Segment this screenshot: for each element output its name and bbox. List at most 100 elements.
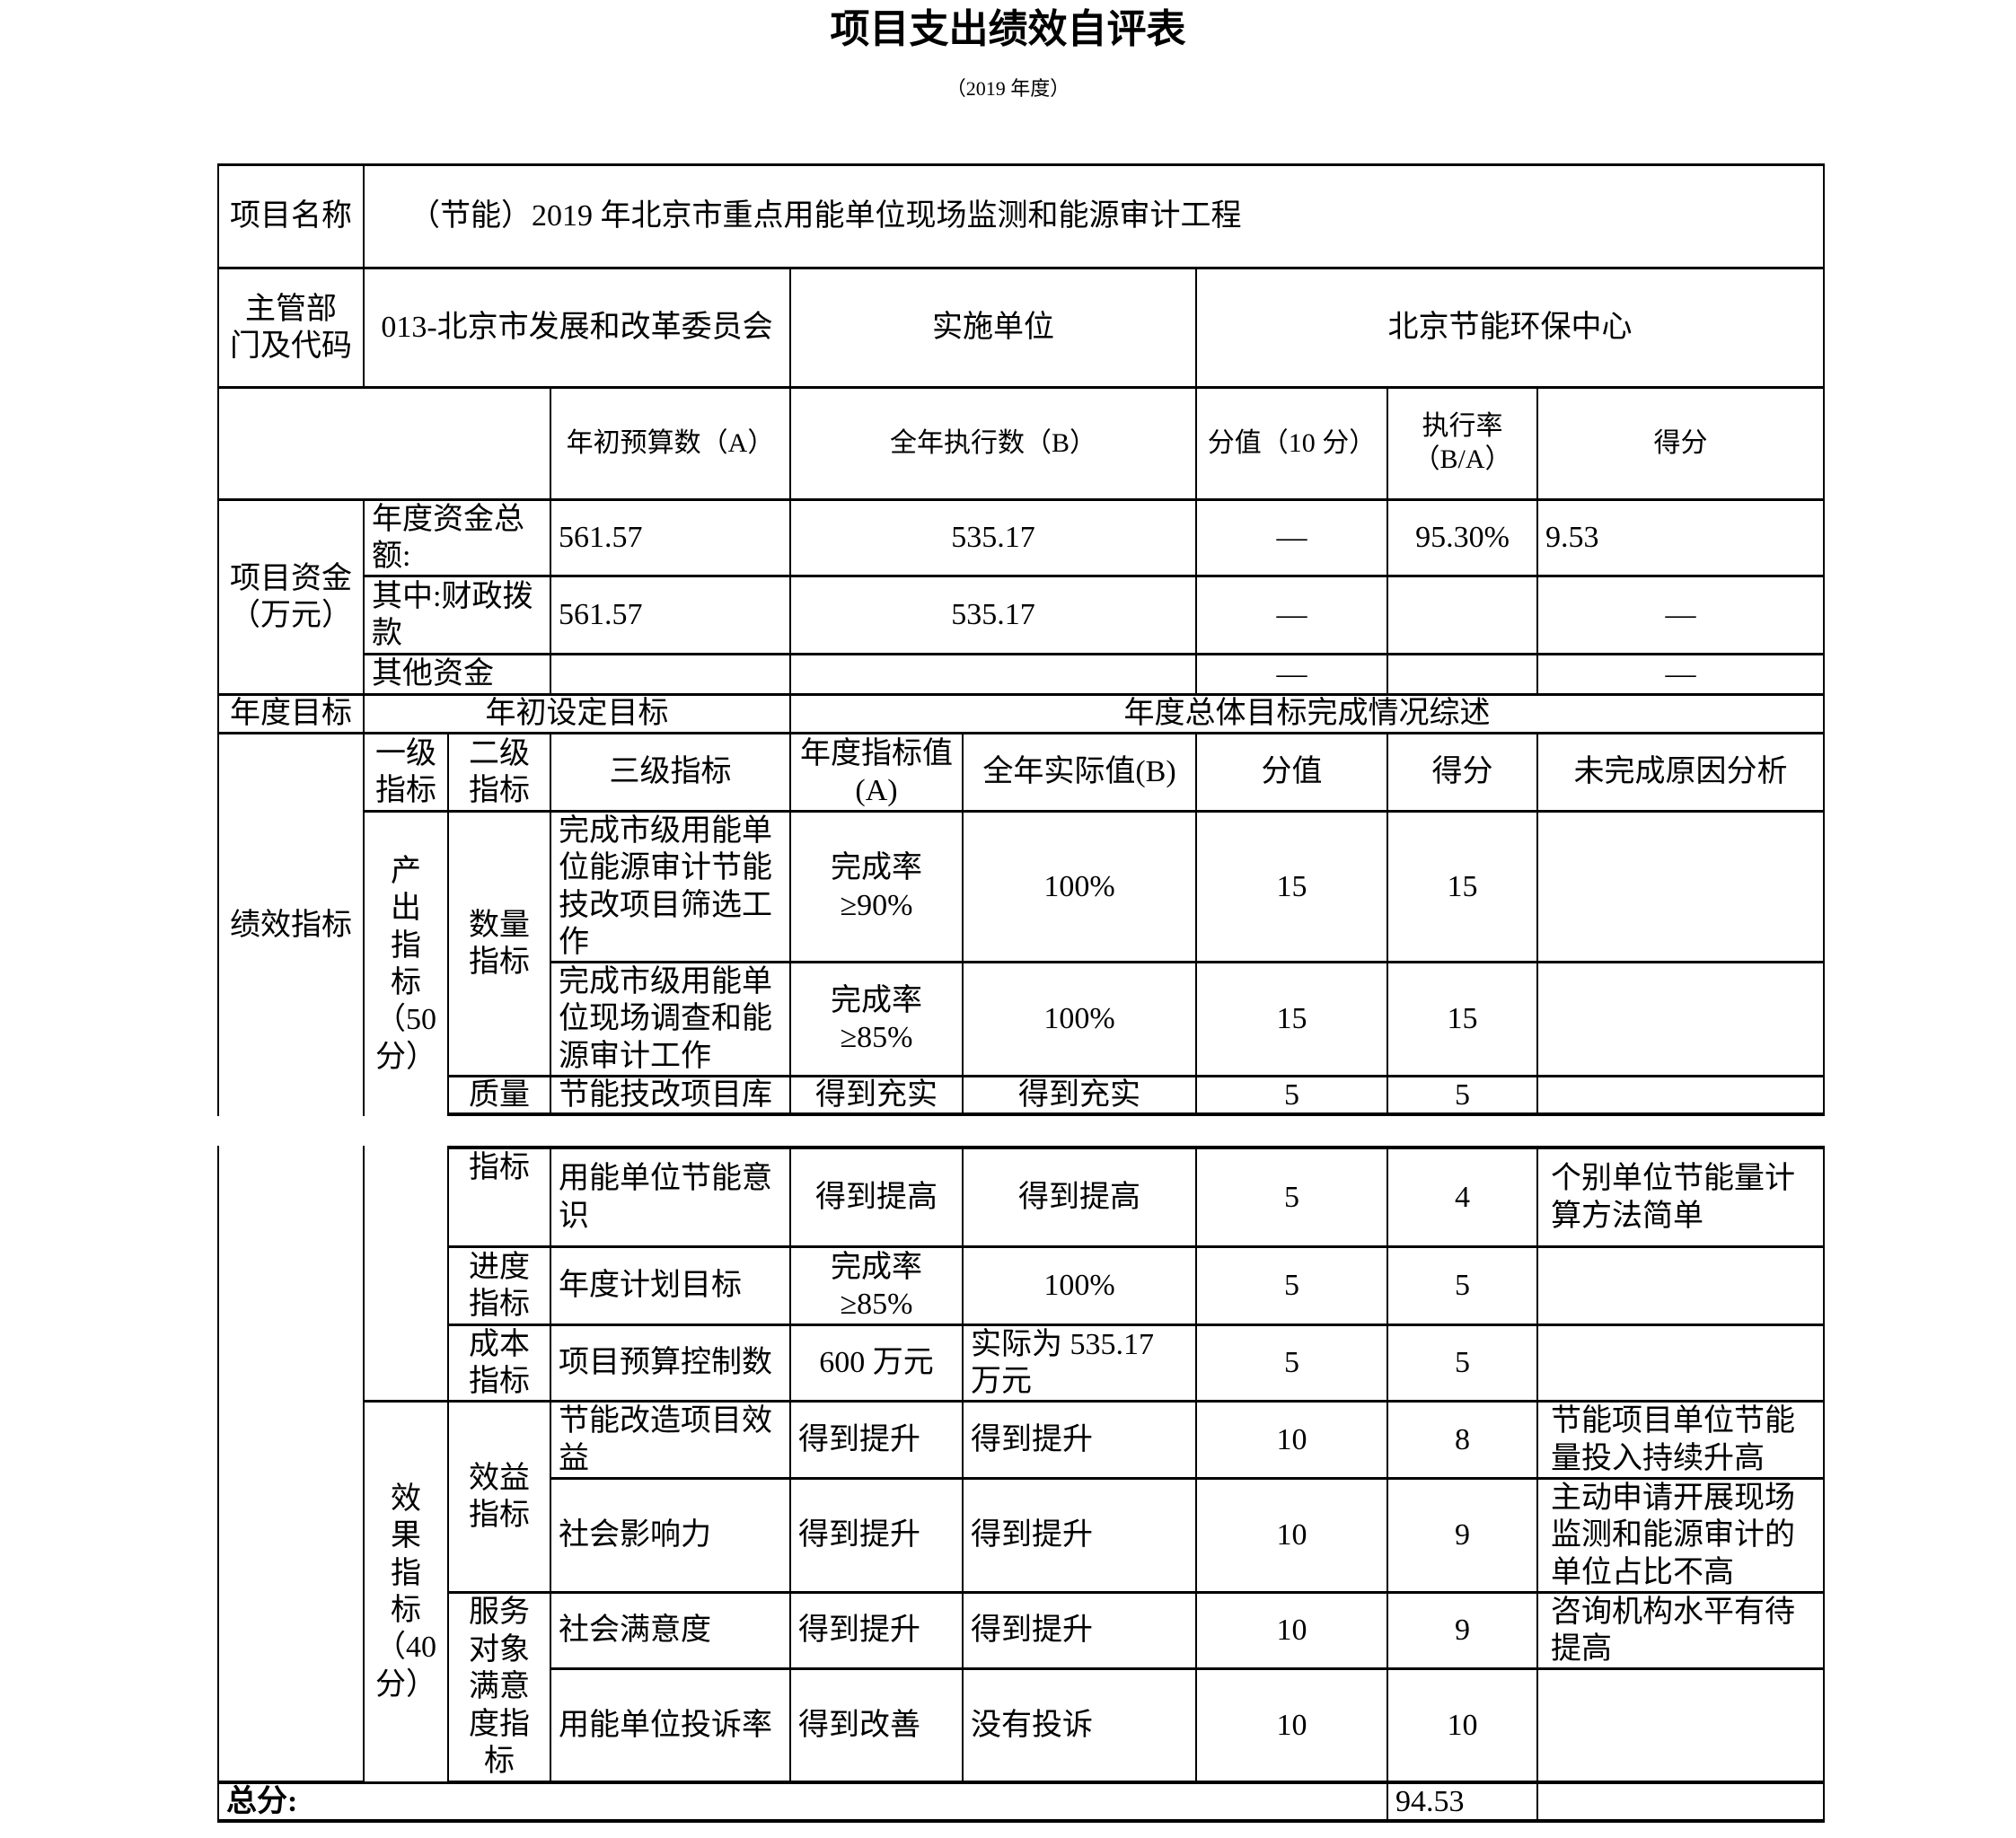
funds-header-executed: 全年执行数（B） xyxy=(791,389,1197,501)
indicator-target: 完成率≥85% xyxy=(791,1248,964,1326)
indicator-score: 5 xyxy=(1388,1248,1538,1326)
perf-l2-quantity: 数量指标 xyxy=(449,813,551,1077)
indicator-name: 节能技改项目库 xyxy=(551,1077,791,1116)
indicator-reason: 咨询机构水平有待提高 xyxy=(1538,1594,1825,1670)
indicator-weight: 5 xyxy=(1197,1326,1388,1403)
perf-header-level2: 二级指标 xyxy=(449,734,551,813)
indicator-score: 4 xyxy=(1388,1146,1538,1248)
indicator-weight: 5 xyxy=(1197,1248,1388,1326)
project-name-label: 项目名称 xyxy=(219,166,365,269)
funds-row-other-executed xyxy=(791,655,1197,696)
indicator-actual: 100% xyxy=(964,813,1197,963)
total-score-blank xyxy=(1538,1784,1825,1823)
perf-header-target: 年度指标值 (A) xyxy=(791,734,964,813)
perf-group-effect: 效 果 指 标 （40 分） xyxy=(365,1403,449,1784)
funds-row-fiscal-rate xyxy=(1388,577,1538,655)
evaluation-table-part2: 指标 用能单位节能意识 得到提高 得到提高 5 4 个别单位节能量计算方法简单 … xyxy=(217,1146,1825,1823)
perf-l2-quality-part2: 指标 xyxy=(449,1146,551,1248)
funds-row-total-label: 年度资金总额: xyxy=(365,501,551,577)
indicator-actual: 得到提升 xyxy=(964,1403,1197,1480)
indicator-name: 完成市级用能单位现场调查和能源审计工作 xyxy=(551,963,791,1077)
indicator-score: 5 xyxy=(1388,1326,1538,1403)
indicator-target: 完成率≥85% xyxy=(791,963,964,1077)
indicator-weight: 15 xyxy=(1197,963,1388,1077)
perf-header-weight: 分值 xyxy=(1197,734,1388,813)
document-title: 项目支出绩效自评表 xyxy=(830,7,1186,51)
indicator-name: 社会影响力 xyxy=(551,1480,791,1594)
indicator-name: 项目预算控制数 xyxy=(551,1326,791,1403)
indicator-actual: 100% xyxy=(964,963,1197,1077)
funds-row-other-score: — xyxy=(1538,655,1825,696)
funds-row-total-weight: — xyxy=(1197,501,1388,577)
perf-l2-benefit: 效益指标 xyxy=(449,1403,551,1594)
indicator-name: 完成市级用能单位能源审计节能技改项目筛选工作 xyxy=(551,813,791,963)
funds-row-fiscal-executed: 535.17 xyxy=(791,577,1197,655)
perf-header-level1: 一级指标 xyxy=(365,734,449,813)
indicator-reason xyxy=(1538,1326,1825,1403)
perf-section-label: 绩效指标 xyxy=(219,734,365,1116)
indicator-target: 得到提升 xyxy=(791,1480,964,1594)
indicator-score: 15 xyxy=(1388,963,1538,1077)
perf-header-reason: 未完成原因分析 xyxy=(1538,734,1825,813)
indicator-reason xyxy=(1538,1248,1825,1326)
indicator-weight: 5 xyxy=(1197,1077,1388,1116)
indicator-score: 9 xyxy=(1388,1594,1538,1670)
indicator-target: 得到提升 xyxy=(791,1403,964,1480)
funds-row-other-label: 其他资金 xyxy=(365,655,551,696)
funds-header-budget: 年初预算数（A） xyxy=(551,389,791,501)
indicator-reason xyxy=(1538,813,1825,963)
indicator-target: 600 万元 xyxy=(791,1326,964,1403)
indicator-name: 用能单位节能意识 xyxy=(551,1146,791,1248)
perf-section-continuation xyxy=(219,1146,365,1784)
perf-l2-satisfaction: 服务对象满意度指标 xyxy=(449,1594,551,1784)
funds-row-other-rate xyxy=(1388,655,1538,696)
document-subtitle: （2019 年度） xyxy=(946,77,1070,100)
indicator-name: 年度计划目标 xyxy=(551,1248,791,1326)
funds-header-rate: 执行率（B/A） xyxy=(1388,389,1538,501)
indicator-actual: 得到充实 xyxy=(964,1077,1197,1116)
goal-summary: 年度总体目标完成情况综述 xyxy=(791,696,1825,734)
indicator-reason xyxy=(1538,963,1825,1077)
indicator-actual: 得到提升 xyxy=(964,1594,1197,1670)
funds-header-blank xyxy=(219,389,551,501)
indicator-name: 用能单位投诉率 xyxy=(551,1670,791,1784)
indicator-target: 得到提高 xyxy=(791,1146,964,1248)
goal-initial: 年初设定目标 xyxy=(365,696,791,734)
goal-label: 年度目标 xyxy=(219,696,365,734)
funds-row-total-executed: 535.17 xyxy=(791,501,1197,577)
funds-row-fiscal-label: 其中:财政拨款 xyxy=(365,577,551,655)
funds-section-label: 项目资金（万元） xyxy=(219,501,365,696)
indicator-weight: 10 xyxy=(1197,1670,1388,1784)
funds-row-total-budget: 561.57 xyxy=(551,501,791,577)
perf-header-actual: 全年实际值(B) xyxy=(964,734,1197,813)
indicator-name: 节能改造项目效益 xyxy=(551,1403,791,1480)
impl-unit-value: 北京节能环保中心 xyxy=(1197,269,1825,389)
funds-row-total-rate: 95.30% xyxy=(1388,501,1538,577)
impl-unit-label: 实施单位 xyxy=(791,269,1197,389)
indicator-actual: 得到提高 xyxy=(964,1146,1197,1248)
indicator-reason xyxy=(1538,1077,1825,1116)
indicator-score: 10 xyxy=(1388,1670,1538,1784)
indicator-weight: 10 xyxy=(1197,1403,1388,1480)
indicator-weight: 15 xyxy=(1197,813,1388,963)
indicator-actual: 得到提升 xyxy=(964,1480,1197,1594)
indicator-weight: 10 xyxy=(1197,1594,1388,1670)
indicator-target: 得到改善 xyxy=(791,1670,964,1784)
dept-code-value: 013-北京市发展和改革委员会 xyxy=(365,269,791,389)
perf-group-output: 产 出 指 标 （50 分） xyxy=(365,813,449,1116)
indicator-name: 社会满意度 xyxy=(551,1594,791,1670)
indicator-actual: 没有投诉 xyxy=(964,1670,1197,1784)
indicator-reason: 节能项目单位节能量投入持续升高 xyxy=(1538,1403,1825,1480)
indicator-actual: 实际为 535.17 万元 xyxy=(964,1326,1197,1403)
funds-row-fiscal-budget: 561.57 xyxy=(551,577,791,655)
perf-l2-cost: 成本指标 xyxy=(449,1326,551,1403)
funds-row-other-weight: — xyxy=(1197,655,1388,696)
funds-row-fiscal-weight: — xyxy=(1197,577,1388,655)
indicator-score: 15 xyxy=(1388,813,1538,963)
indicator-reason: 个别单位节能量计算方法简单 xyxy=(1538,1146,1825,1248)
indicator-target: 得到充实 xyxy=(791,1077,964,1116)
indicator-weight: 10 xyxy=(1197,1480,1388,1594)
funds-header-score: 得分 xyxy=(1538,389,1825,501)
indicator-target: 得到提升 xyxy=(791,1594,964,1670)
